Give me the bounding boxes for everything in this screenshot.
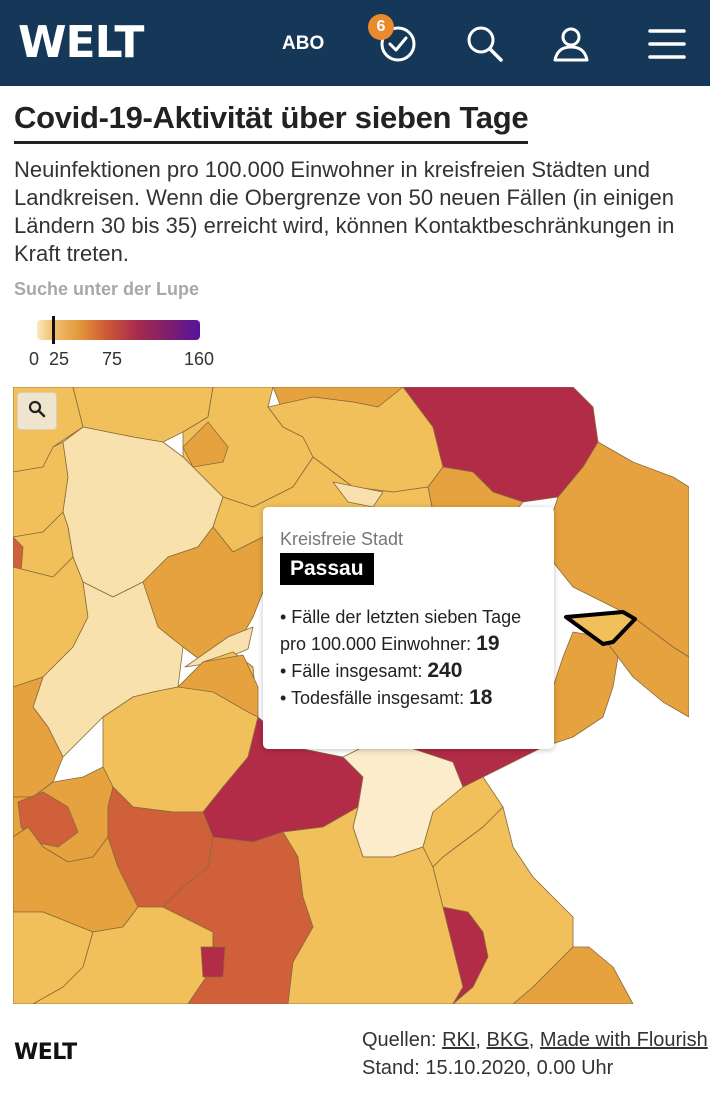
tooltip-line-cases: • Fälle insgesamt: 240 <box>280 659 463 682</box>
source-link-bkg[interactable]: BKG <box>486 1029 529 1051</box>
source-link-rki[interactable]: RKI <box>442 1029 476 1051</box>
map-region[interactable] <box>182 421 229 468</box>
legend-tick: 160 <box>184 349 215 369</box>
map-region[interactable] <box>512 946 634 1004</box>
map-region-passau <box>564 610 637 646</box>
abo-link[interactable]: ABO <box>282 33 325 54</box>
map-zoom-button[interactable] <box>17 392 57 430</box>
legend-value-marker <box>52 316 55 344</box>
chart-description: Neuinfektionen pro 100.000 Einwohner in … <box>14 157 675 266</box>
tooltip-region-name: Passau <box>280 553 374 585</box>
chart-title: Covid-19-Aktivität über sieben Tage <box>14 98 529 144</box>
map-region[interactable] <box>200 946 226 978</box>
clock-check-icon[interactable] <box>378 24 418 64</box>
region-tooltip: Kreisfreie Stadt Passau • Fälle der letz… <box>263 507 554 749</box>
legend-tick: 75 <box>102 349 123 369</box>
tooltip-incidence-value: 19 <box>476 632 500 655</box>
top-navigation-bar: WELT ABO 6 <box>0 0 710 86</box>
sources-line: Quellen: RKI, BKG, Made with Flourish <box>362 1029 708 1051</box>
map-region[interactable] <box>177 654 259 718</box>
tooltip-region-type: Kreisfreie Stadt <box>280 529 404 549</box>
tooltip-line-incidence: pro 100.000 Einwohner: 19 <box>280 632 500 655</box>
map-region[interactable] <box>602 616 689 718</box>
search-icon[interactable] <box>465 24 505 64</box>
color-scale-legend <box>37 320 200 340</box>
legend-tick: 0 <box>29 349 40 369</box>
tooltip-cases-value: 240 <box>427 659 463 682</box>
map-region[interactable] <box>332 481 384 508</box>
tooltip-deaths-value: 18 <box>469 686 493 709</box>
tooltip-line-7day: • Fälle der letzten sieben Tage <box>280 607 522 627</box>
tooltip-line-deaths: • Todesfälle insgesamt: 18 <box>280 686 493 709</box>
user-icon[interactable] <box>551 24 591 64</box>
menu-icon[interactable] <box>647 26 687 62</box>
search-hint: Suche unter der Lupe <box>14 279 200 299</box>
legend-tick: 25 <box>49 349 70 369</box>
welt-logo[interactable]: WELT <box>18 17 144 68</box>
data-timestamp: Stand: 15.10.2020, 0.00 Uhr <box>362 1057 614 1079</box>
source-link-flourish[interactable]: Made with Flourish <box>539 1029 708 1051</box>
map-region[interactable] <box>402 387 599 503</box>
magnifier-icon <box>28 400 46 423</box>
footer-welt-logo[interactable]: WELT <box>14 1040 77 1065</box>
notification-badge: 6 <box>368 14 394 40</box>
